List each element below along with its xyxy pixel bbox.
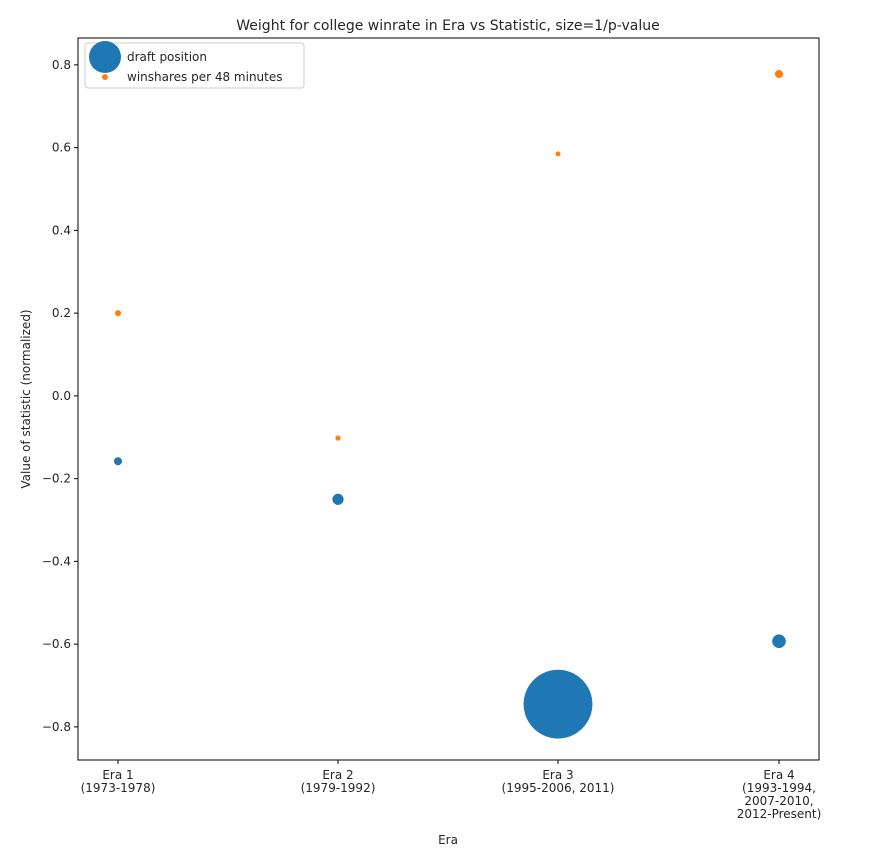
y-tick-label: 0.6 <box>52 141 71 155</box>
y-tick-label: −0.4 <box>42 554 71 568</box>
legend: draft position winshares per 48 minutes <box>84 41 305 89</box>
x-tick-label: Era 3 (1995-2006, 2011) <box>502 768 615 795</box>
x-tick-label-line: (1979-1992) <box>301 781 376 795</box>
y-tick-label: −0.6 <box>42 637 71 651</box>
legend-marker <box>102 74 108 80</box>
x-tick-label-line: Era 1 <box>102 768 133 782</box>
data-point-draft-position-era-4 <box>772 634 786 649</box>
y-tick-label: 0.0 <box>52 389 71 403</box>
data-point-draft-position-era-1 <box>113 457 123 466</box>
x-axis: Era 1 (1973-1978)Era 2 (1979-1992)Era 3 (19… <box>81 760 822 821</box>
legend-box <box>84 42 305 89</box>
y-tick-label: −0.2 <box>42 472 71 486</box>
x-tick-label-line: (1973-1978) <box>81 781 156 795</box>
y-tick-label: 0.8 <box>52 58 71 72</box>
data-point-draft-position-era-2 <box>332 493 344 505</box>
x-tick-label-line: (1995-2006, 2011) <box>502 781 615 795</box>
y-tick-label: −0.8 <box>42 720 71 734</box>
chart-title: Weight for college winrate in Era vs Sta… <box>236 18 659 34</box>
x-tick-label-line: 2012-Present) <box>737 807 822 821</box>
x-axis-title: Era <box>438 833 458 847</box>
x-tick-label-line: (1993-1994, <box>742 781 816 795</box>
y-axis: −0.8 −0.6 −0.4 −0.2 0.0 0.2 0.4 0.6 0.8 <box>42 58 78 734</box>
x-tick-label: Era 4 (1993-1994, 2007-2010, 2012-Present) <box>737 768 822 821</box>
legend-marker <box>89 41 121 73</box>
x-tick-label-line: Era 3 <box>542 768 573 782</box>
data-point-winshares-era-1 <box>114 310 122 317</box>
y-tick-label: 0.2 <box>52 306 71 320</box>
x-tick-label-line: Era 2 <box>322 768 353 782</box>
x-tick-label-line: Era 4 <box>763 768 794 782</box>
data-point-winshares-era-4 <box>774 69 784 79</box>
plot-area-frame <box>77 37 820 761</box>
legend-label: draft position <box>127 50 207 64</box>
x-tick-label-line: 2007-2010, <box>744 794 813 808</box>
data-point-draft-position-era-3 <box>523 669 593 739</box>
x-tick-label: Era 1 (1973-1978) <box>81 768 156 795</box>
y-tick-label: 0.4 <box>52 223 71 237</box>
legend-label: winshares per 48 minutes <box>127 70 283 84</box>
y-axis-title: Value of statistic (normalized) <box>19 309 33 488</box>
x-tick-label: Era 2 (1979-1992) <box>301 768 376 795</box>
data-point-winshares-era-3 <box>555 151 561 157</box>
data-point-winshares-era-2 <box>335 435 341 441</box>
plot-points <box>113 69 786 739</box>
